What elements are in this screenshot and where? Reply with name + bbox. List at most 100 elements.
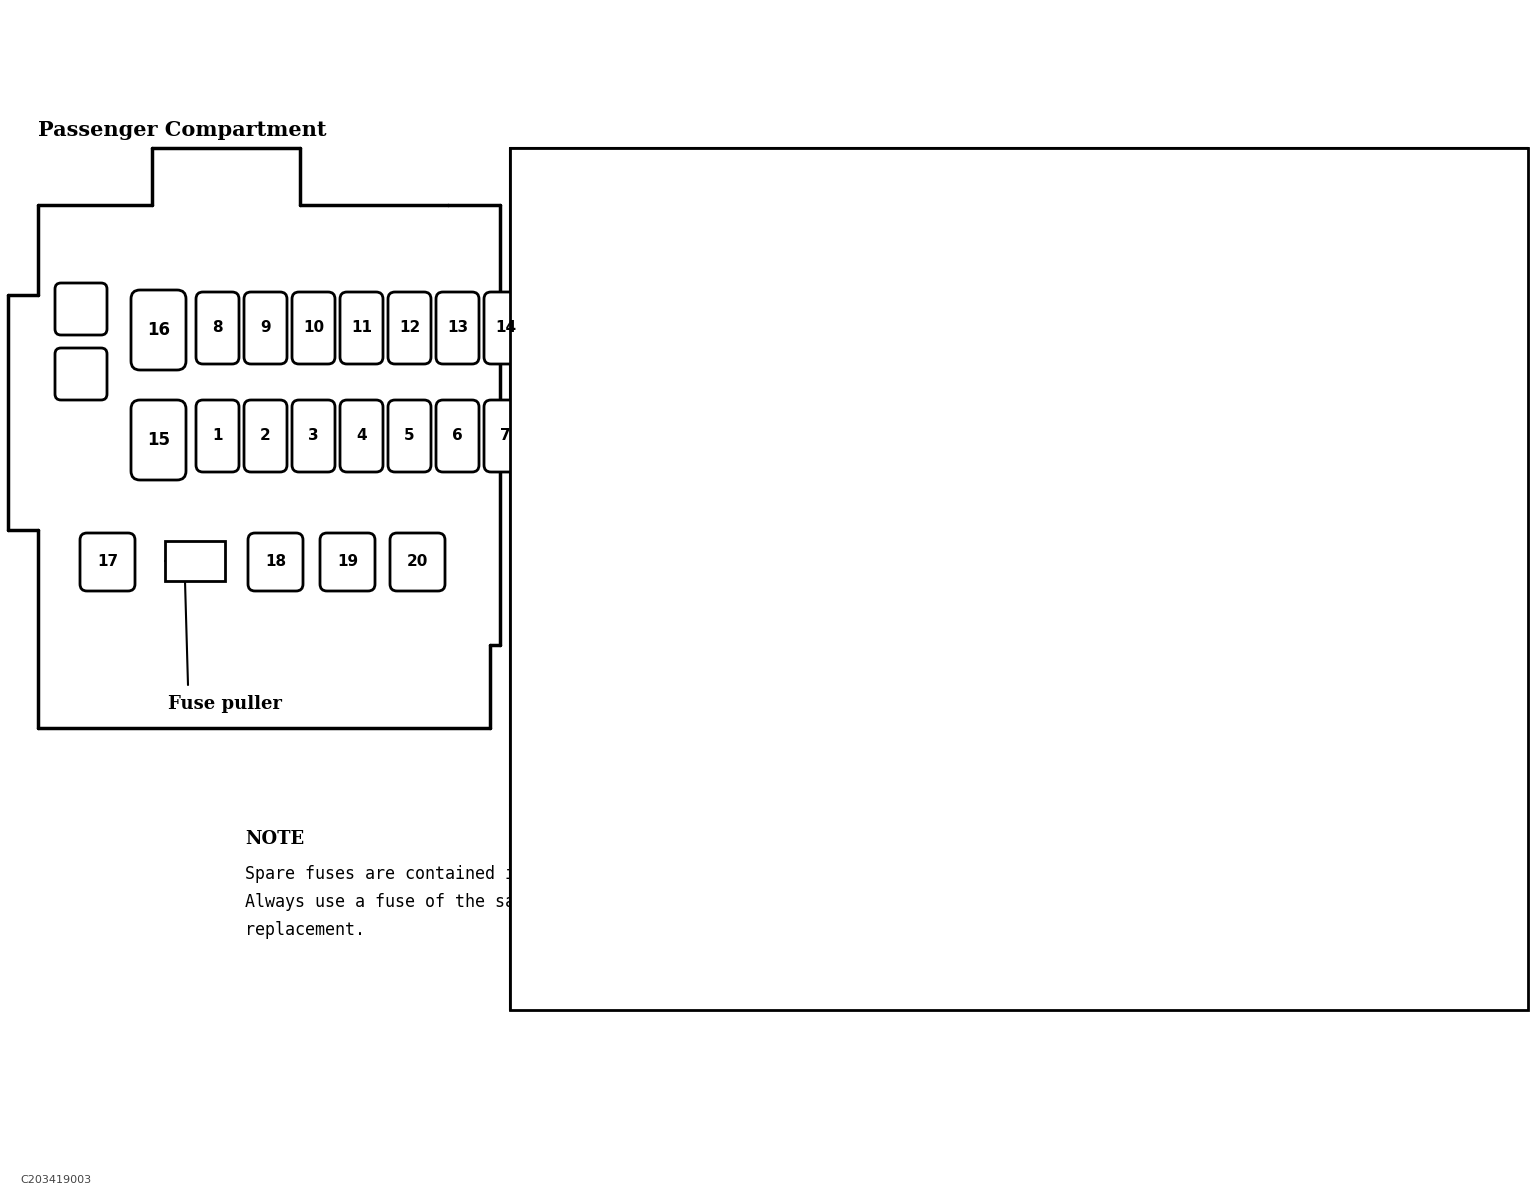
Text: ◕: ◕ [626,324,643,342]
Text: Spare fuse: Spare fuse [703,942,785,955]
Text: 15A: 15A [1376,490,1407,504]
Text: 15A: 15A [1376,244,1407,257]
FancyBboxPatch shape [195,401,239,472]
Text: 20: 20 [406,555,428,569]
Text: 17: 17 [97,555,119,569]
Text: 4: 4 [356,428,366,444]
Bar [165,541,225,581]
FancyBboxPatch shape [131,401,186,480]
Text: 18: 18 [532,900,553,914]
Text: 10: 10 [532,571,553,586]
Text: Wiper/Washer: Wiper/Washer [703,695,811,709]
Text: 30A: 30A [1376,818,1407,832]
Text: 3: 3 [308,428,319,444]
Text: Ⓡ≡: Ⓡ≡ [623,571,646,587]
Text: 9: 9 [260,320,271,336]
Text: 20A: 20A [1376,695,1407,709]
Text: 4: 4 [537,326,548,339]
Text: C203419003: C203419003 [20,1175,91,1185]
Text: SWS: SWS [703,408,739,422]
FancyBboxPatch shape [245,401,286,472]
FancyBboxPatch shape [340,401,383,472]
Text: 20: 20 [532,983,553,996]
Text: 17: 17 [532,859,553,873]
Bar [509,148,1528,1011]
Text: Passenger Compartment: Passenger Compartment [38,120,326,140]
Text: 19: 19 [337,555,359,569]
Text: Heater: Heater [703,777,757,792]
Text: 8: 8 [537,490,548,504]
Text: ◈: ◈ [628,446,642,464]
Text: Radio: Radio [703,614,748,627]
Text: ⌖̃: ⌖̃ [631,284,640,300]
Text: 1: 1 [212,428,223,444]
Text: 12: 12 [399,320,420,336]
Text: Cigarette lighter: Cigarette lighter [703,654,833,668]
FancyBboxPatch shape [80,533,135,591]
Text: Spare fuse: Spare fuse [703,900,785,914]
Text: No.: No. [526,160,559,177]
Text: Demister, heater relay: Demister, heater relay [703,449,876,463]
FancyBboxPatch shape [340,292,383,365]
Text: 5: 5 [405,428,416,444]
Text: ≋: ≋ [626,775,643,794]
FancyBboxPatch shape [195,292,239,365]
Text: 11: 11 [532,614,553,627]
Text: STOP: STOP [609,488,660,505]
FancyBboxPatch shape [436,292,479,365]
Text: Ignition switch: Ignition switch [703,285,819,298]
Text: 14: 14 [532,736,553,751]
FancyBboxPatch shape [55,348,108,401]
Text: Antiglare mirror: Antiglare mirror [703,367,830,381]
Text: Spare fuse: Spare fuse [703,983,785,996]
FancyBboxPatch shape [131,290,186,371]
Text: 10A: 10A [1376,571,1407,586]
Text: Reversing lights: Reversing lights [703,571,830,586]
FancyBboxPatch shape [248,533,303,591]
Text: 20A: 20A [1376,983,1407,996]
Text: Sunroof: Sunroof [703,736,765,751]
Text: 10A: 10A [1376,326,1407,339]
FancyBboxPatch shape [389,533,445,591]
FancyBboxPatch shape [483,401,526,472]
Text: 19: 19 [532,942,553,955]
Text: 11: 11 [351,320,372,336]
Text: ◈: ◈ [628,734,642,752]
Text: NOTE: NOTE [245,830,305,848]
Text: 5: 5 [537,367,548,381]
Text: 10A: 10A [1376,736,1407,751]
Text: ♩: ♩ [629,610,640,630]
Text: 2: 2 [260,428,271,444]
FancyBboxPatch shape [292,292,336,365]
Text: 12: 12 [532,654,553,668]
FancyBboxPatch shape [388,401,431,472]
Text: 13: 13 [532,695,553,709]
Text: 10: 10 [303,320,325,336]
FancyBboxPatch shape [245,292,286,365]
Text: 30A: 30A [1376,859,1407,873]
Text: Spare fuses are contained in the fuse housing.
Always use a fuse of the same cap: Spare fuses are contained in the fuse ho… [245,865,705,938]
Text: 1: 1 [537,202,548,217]
Text: 7: 7 [537,449,548,463]
Text: Symbol: Symbol [600,160,669,177]
FancyBboxPatch shape [483,292,526,365]
FancyBboxPatch shape [292,401,336,472]
Text: 10A: 10A [1376,614,1407,627]
Text: ◌̈: ◌̈ [626,693,643,711]
Text: Capacity: Capacity [1351,160,1431,177]
Text: Fuse puller: Fuse puller [168,695,282,713]
Text: Turn-signal lights (SRS): Turn-signal lights (SRS) [703,531,888,545]
Text: ⇐⇒: ⇐⇒ [620,529,649,547]
Text: ⌁: ⌁ [629,652,640,670]
Text: 16: 16 [148,321,169,339]
Text: 15A: 15A [1376,654,1407,668]
Text: 2: 2 [537,244,548,257]
Text: 10A: 10A [1376,408,1407,422]
FancyBboxPatch shape [436,401,479,472]
Text: Instrument cluster: Instrument cluster [703,326,848,339]
Text: ▦: ▦ [626,817,643,835]
Text: 6: 6 [537,408,548,422]
Text: 9: 9 [537,531,548,545]
Text: 3: 3 [537,285,548,298]
Text: ⊕: ⊕ [626,405,643,425]
